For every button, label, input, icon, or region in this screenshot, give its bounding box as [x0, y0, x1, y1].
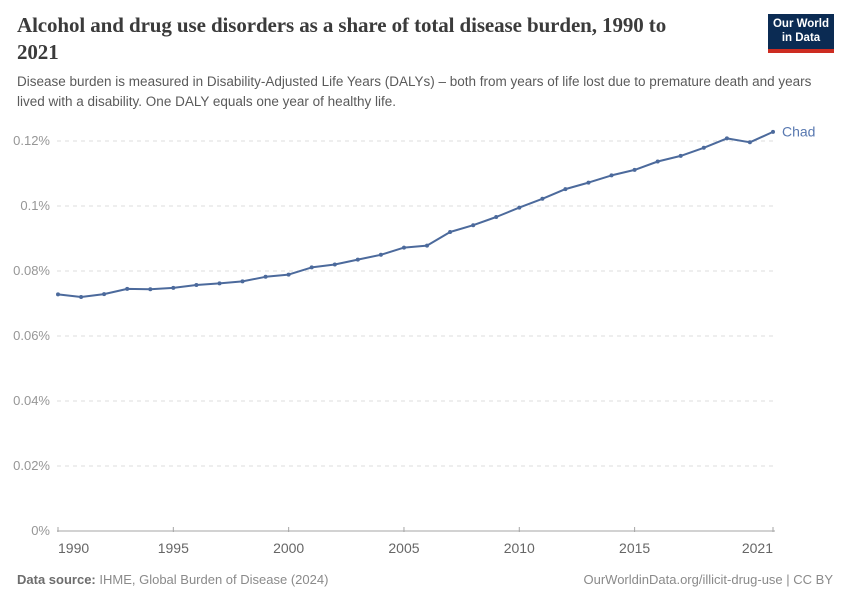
data-point: [632, 167, 637, 172]
data-point: [378, 252, 383, 257]
series-line: [57, 130, 774, 298]
data-point: [771, 129, 775, 134]
owid-logo: Our World in Data: [768, 14, 834, 53]
x-tick-label: 2005: [388, 540, 419, 556]
data-point: [747, 140, 752, 145]
x-tick-label: 1990: [58, 540, 89, 556]
data-point: [586, 180, 591, 185]
data-point: [724, 136, 729, 141]
data-points: [56, 129, 775, 299]
series-chad: Chad: [56, 123, 815, 299]
data-source: Data source: IHME, Global Burden of Dise…: [17, 572, 328, 587]
data-point: [286, 272, 291, 277]
y-tick-label: 0.02%: [13, 458, 50, 473]
x-tick-label: 2021: [742, 540, 773, 556]
data-point: [263, 274, 268, 279]
x-tick-label: 2010: [504, 540, 535, 556]
entity-label: Chad: [782, 123, 815, 139]
data-point: [240, 279, 245, 284]
x-axis-labels: 1990 1995 2000 2005 2010 2015 2021: [58, 540, 773, 556]
x-tick-label: 2000: [273, 540, 304, 556]
chart-title: Alcohol and drug use disorders as a shar…: [17, 13, 667, 64]
data-point: [494, 215, 499, 219]
data-point: [471, 223, 476, 228]
data-point: [425, 243, 429, 248]
data-point: [125, 286, 130, 291]
y-tick-label: 0.12%: [13, 133, 50, 148]
data-source-label: Data source:: [17, 572, 96, 587]
data-point: [102, 292, 107, 297]
data-point: [355, 257, 360, 262]
y-tick-label: 0.08%: [13, 263, 50, 278]
data-point: [171, 285, 176, 290]
data-point: [79, 295, 84, 299]
owid-logo-line1: Our World: [772, 18, 829, 30]
y-tick-label: 0%: [31, 523, 50, 538]
data-point: [517, 205, 522, 210]
data-point: [56, 292, 60, 297]
y-tick-label: 0.04%: [13, 393, 50, 408]
data-point: [701, 145, 706, 150]
data-point: [332, 262, 337, 267]
chart-subtitle: Disease burden is measured in Disability…: [17, 74, 812, 109]
data-point: [217, 281, 222, 286]
x-tick-label: 2015: [619, 540, 650, 556]
data-point: [148, 287, 153, 292]
data-point: [448, 230, 453, 234]
data-point: [540, 196, 545, 201]
y-tick-label: 0.1%: [20, 198, 50, 213]
data-source-text: IHME, Global Burden of Disease (2024): [95, 572, 329, 587]
y-axis-labels: 0% 0.02% 0.04% 0.06% 0.08% 0.1% 0.12%: [13, 133, 50, 538]
data-point: [678, 153, 683, 158]
data-point: [194, 283, 199, 287]
credit-link: OurWorldinData.org/illicit-drug-use | CC…: [583, 572, 834, 587]
data-point: [655, 159, 660, 164]
data-point: [402, 245, 406, 250]
y-gridlines: [57, 140, 775, 467]
x-tick-label: 1995: [158, 540, 189, 556]
y-tick-label: 0.06%: [13, 328, 50, 343]
data-point: [563, 187, 568, 192]
owid-logo-line2: in Data: [781, 31, 821, 44]
data-point: [309, 265, 314, 270]
x-axis: [57, 527, 775, 532]
data-point: [609, 173, 614, 178]
